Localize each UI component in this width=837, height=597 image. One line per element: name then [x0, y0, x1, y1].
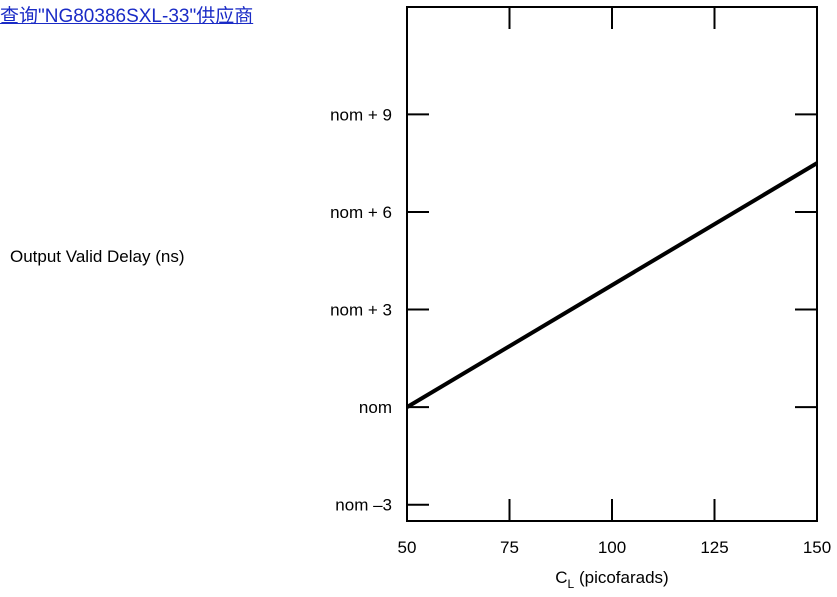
y-tick-label: nom + 9 — [330, 105, 392, 124]
x-tick-label: 100 — [598, 538, 626, 557]
plot-frame — [406, 6, 818, 522]
x-tick-label: 125 — [700, 538, 728, 557]
y-tick-label: nom — [359, 398, 392, 417]
y-axis-label: Output Valid Delay (ns) — [10, 247, 185, 266]
y-tick-label: nom + 6 — [330, 203, 392, 222]
x-tick-labels: 50 75 100 125 150 — [398, 538, 832, 557]
tick-marks — [407, 7, 817, 521]
y-tick-label: nom + 3 — [330, 301, 392, 320]
x-axis-label: CL (picofarads) — [555, 568, 668, 591]
series-group — [405, 161, 819, 409]
y-tick-labels: nom –3 nom nom + 3 nom + 6 nom + 9 — [330, 105, 392, 514]
y-tick-label: nom –3 — [335, 496, 392, 515]
x-tick-label: 50 — [398, 538, 417, 557]
delay-line — [405, 161, 819, 409]
supplier-query-link[interactable]: 查询"NG80386SXL-33"供应商 — [0, 6, 254, 27]
x-tick-label: 75 — [500, 538, 519, 557]
x-tick-label: 150 — [803, 538, 831, 557]
